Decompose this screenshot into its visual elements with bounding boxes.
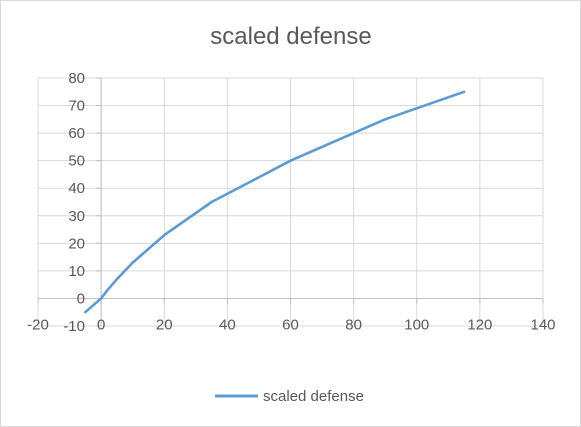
y-tick-label: -10 [63,318,85,335]
grid-lines [37,77,544,327]
chart-title: scaled defense [210,23,371,50]
y-tick-label: 60 [68,125,85,142]
y-tick-label: 70 [68,98,85,115]
axes [37,77,544,327]
x-tick-label: 100 [404,316,429,333]
x-tick-label: 20 [156,316,173,333]
y-tick-label: 0 [77,290,85,307]
y-tick-label: 20 [68,235,85,252]
y-tick-label: 80 [68,70,85,87]
x-tick-label: 120 [467,316,492,333]
x-tick-label: -20 [27,316,49,333]
x-tick-label: 40 [219,316,236,333]
x-tick-label: 140 [530,316,555,333]
series-line [84,90,466,314]
x-tick-label: 80 [345,316,362,333]
x-tick-label: 60 [282,316,299,333]
tick-labels: -10 0 10 20 30 40 50 60 70 80 -20 0 20 40 60 80 100 120 14… [27,70,555,335]
y-tick-label: 50 [68,153,85,170]
legend: scaled defense [215,388,364,405]
series-layer [84,90,466,314]
y-tick-label: 40 [68,180,85,197]
y-tick-label: 10 [68,263,85,280]
legend-label: scaled defense [263,388,364,405]
y-tick-label: 30 [68,208,85,225]
x-tick-label: 0 [97,316,105,333]
